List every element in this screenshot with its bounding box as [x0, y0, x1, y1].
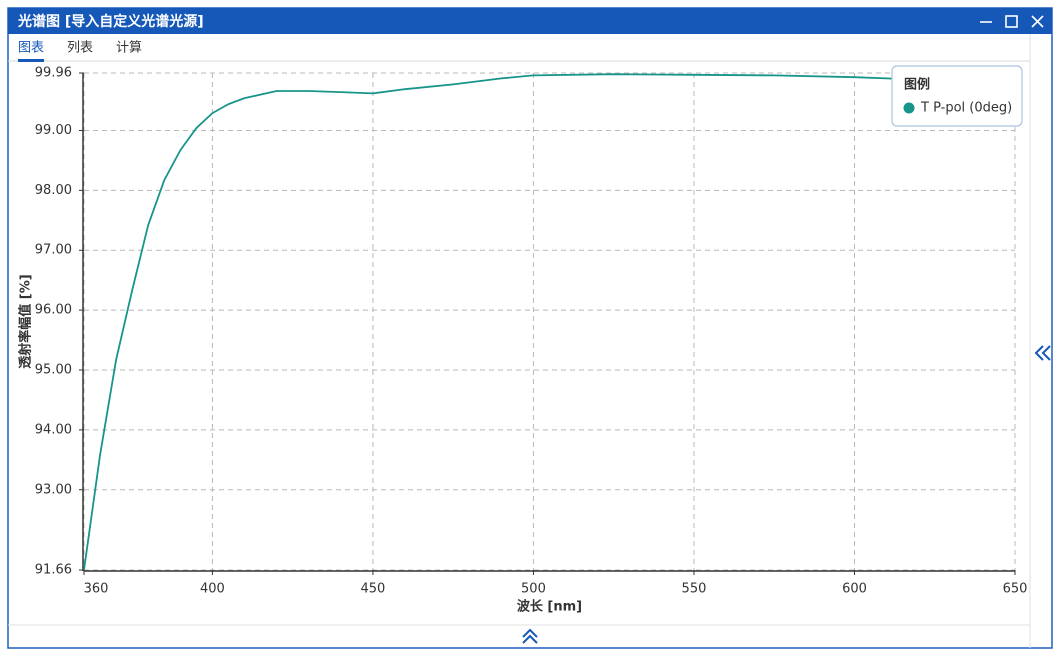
maximize-button[interactable]	[1005, 15, 1018, 28]
plot: 91.66 93.00 94.00 95.00 96.00 97.00 98.00 99.00…	[18, 65, 1028, 615]
x-tick-label: 600	[842, 582, 867, 597]
tab[interactable]: 图表	[18, 41, 44, 56]
y-tick-label: 99.00	[35, 123, 72, 138]
legend-marker	[903, 102, 915, 114]
series-line	[83, 73, 1016, 571]
y-tick-label: 96.00	[35, 303, 72, 318]
window-title: 光谱图 [导入自定义光谱光源]	[17, 13, 204, 30]
tab[interactable]: 列表	[67, 41, 93, 56]
legend-label: T P-pol (0deg)	[920, 101, 1012, 116]
x-tick-label: 400	[200, 582, 225, 597]
y-axis-label: 透射率幅值 [%]	[18, 274, 34, 368]
y-tick-label: 98.00	[35, 183, 72, 198]
title-bar	[8, 8, 1052, 34]
y-tick-label: 94.00	[35, 422, 72, 437]
y-tick-label: 91.66	[35, 563, 72, 578]
legend: 图例 T P-pol (0deg)	[891, 65, 1023, 127]
x-tick-label: 500	[521, 582, 546, 597]
y-tick-label: 97.00	[35, 243, 72, 258]
x-tick-label: 360	[84, 582, 109, 597]
window-frame	[7, 7, 1053, 649]
tab[interactable]: 计算	[116, 41, 142, 56]
expand-bottom-button[interactable]	[522, 628, 538, 644]
x-tick-label: 550	[682, 582, 707, 597]
expand-side-button[interactable]	[1034, 345, 1051, 361]
y-tick-label: 93.00	[35, 482, 72, 497]
x-tick-label: 650	[1003, 582, 1028, 597]
x-tick-label: 450	[361, 582, 386, 597]
close-button[interactable]	[1031, 15, 1044, 28]
x-axis-label: 波长 [nm]	[517, 599, 582, 615]
y-tick-label: 99.96	[35, 66, 72, 81]
legend-box	[891, 65, 1023, 127]
y-tick-label: 95.00	[35, 363, 72, 378]
tab-underline	[18, 59, 44, 62]
legend-title: 图例	[904, 77, 930, 93]
